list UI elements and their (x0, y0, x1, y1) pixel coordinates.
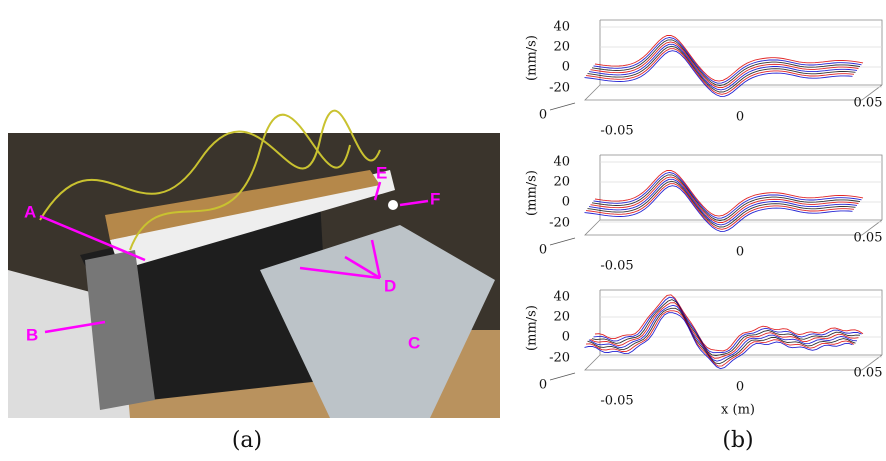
depth-tick-label: 0 (539, 243, 547, 258)
y-tick-label: 40 (553, 155, 570, 170)
waveform (587, 180, 856, 228)
depth-tick-label: 0 (539, 108, 547, 123)
x-tick-label: 0 (736, 245, 744, 260)
waveform (590, 302, 859, 359)
waveform (585, 48, 855, 95)
waveform (587, 45, 856, 93)
photo-label: D (384, 276, 396, 295)
y-axis-label: (mm/s) (525, 35, 540, 81)
waveform (584, 185, 853, 232)
photo-label: F (430, 189, 440, 208)
y-tick-label: 20 (553, 40, 570, 55)
waveform (585, 310, 855, 367)
plot-box (584, 289, 883, 371)
waveform (590, 41, 859, 89)
waveform (591, 174, 861, 221)
photo: A B C D E F (8, 109, 500, 418)
x-tick-label: 0.05 (854, 366, 883, 381)
y-axis-label: (mm/s) (525, 305, 540, 351)
photo-label: E (376, 163, 387, 182)
y-tick-label: -20 (549, 216, 570, 231)
waveform (588, 304, 858, 362)
plot-box (584, 154, 883, 236)
waveform (584, 312, 853, 370)
photo-label: A (24, 202, 36, 221)
waveform (594, 35, 864, 82)
waveform (594, 170, 864, 217)
waveform (593, 172, 862, 219)
plots: 40200-20(mm/s)0-0.0500.0540200-20(mm/s)0… (525, 20, 883, 409)
y-tick-label: 0 (562, 60, 570, 75)
y-tick-label: 20 (553, 175, 570, 190)
waveform (594, 294, 864, 352)
tick (549, 237, 576, 246)
waveform (584, 50, 853, 97)
y-tick-label: 40 (553, 290, 570, 305)
caption: (b) (722, 428, 753, 453)
x-tick-label: 0.05 (854, 231, 883, 246)
x-tick-label: -0.05 (600, 394, 633, 409)
y-tick-label: 0 (562, 330, 570, 345)
tick (549, 102, 576, 111)
y-tick-label: 40 (553, 20, 570, 35)
plot-box (584, 19, 883, 101)
tick (549, 372, 576, 381)
y-tick-label: 0 (562, 195, 570, 210)
waveform (587, 307, 856, 365)
y-tick-label: -20 (549, 81, 570, 96)
depth-tick-label: 0 (539, 378, 547, 393)
x-tick-label: 0.05 (854, 96, 883, 111)
waveform (593, 37, 862, 84)
waveform (585, 183, 855, 230)
caption: (a) (232, 428, 262, 453)
x-label: x (m) (721, 403, 755, 418)
waveform (588, 178, 858, 226)
x-tick-label: 0 (736, 380, 744, 395)
x-tick-label: -0.05 (600, 124, 633, 139)
photo-label: B (26, 325, 38, 344)
y-tick-label: -20 (549, 351, 570, 366)
x-tick-label: 0 (736, 110, 744, 125)
waveform (593, 296, 862, 354)
y-axis-label: (mm/s) (525, 170, 540, 216)
waveform (591, 299, 861, 356)
waveform (590, 176, 859, 224)
waveform (591, 39, 861, 86)
y-tick-label: 20 (553, 310, 570, 325)
waveform (588, 43, 858, 91)
photo-label: C (408, 333, 420, 352)
x-tick-label: -0.05 (600, 259, 633, 274)
